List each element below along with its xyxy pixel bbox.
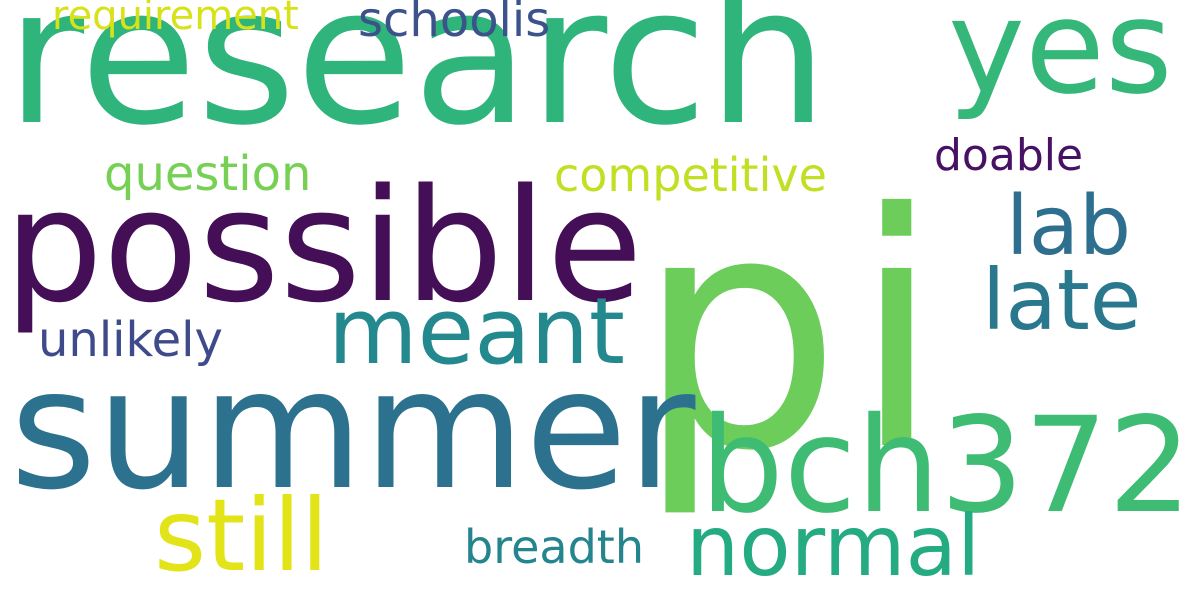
word-lab: lab: [1006, 179, 1132, 274]
word-doable: doable: [934, 130, 1084, 181]
word-question: question: [104, 146, 312, 202]
word-meant: meant: [328, 278, 625, 385]
word-breadth: breadth: [464, 520, 644, 574]
word-competitive: competitive: [554, 148, 827, 202]
word-summer: summer: [10, 334, 696, 527]
word-normal: normal: [686, 497, 981, 595]
word-unlikely: unlikely: [38, 312, 223, 368]
word-late: late: [982, 251, 1142, 349]
word-bch372: bch372: [700, 389, 1192, 543]
word-still: still: [154, 477, 329, 594]
word-requirement: requirement: [52, 0, 299, 39]
word-possible: possible: [4, 155, 643, 337]
word-yes: yes: [948, 0, 1173, 123]
word-schoolis: schoolis: [358, 0, 551, 48]
word-pi: pi: [636, 145, 952, 522]
word-research: research: [6, 0, 828, 167]
